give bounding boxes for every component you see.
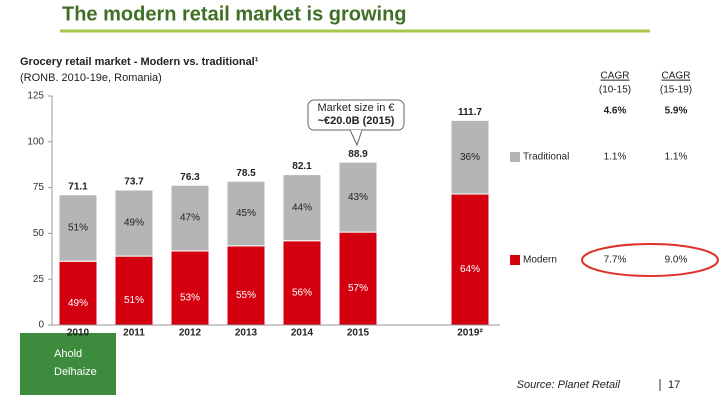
cagr-value: 5.9% [665,106,688,117]
y-tick-label: 125 [27,91,44,102]
segment-label: 51% [68,223,88,234]
cagr-value: 9.0% [665,255,688,266]
legend-swatch [510,152,520,162]
bar-segment [226,245,266,326]
logo-box [20,333,116,395]
segment-label: 53% [180,293,200,304]
bar-segment [450,119,490,195]
bar-segment [338,231,378,326]
slide-title: The modern retail market is growing [62,3,407,25]
segment-label: 49% [124,218,144,229]
bar-segment [58,194,98,262]
y-tick-label: 0 [38,320,44,331]
legend-swatch [510,255,520,265]
segment-label: 47% [180,213,200,224]
highlight-ellipse [581,243,719,277]
callout-line: ~€20.0B (2015) [318,115,395,127]
subtitle: Grocery retail market - Modern vs. tradi… [20,56,259,68]
segment-label: 56% [292,288,312,299]
cagr-value: 4.6% [604,106,627,117]
source: Source: Planet Retail [517,379,621,391]
x-tick-label: 2010 [67,328,90,339]
segment-label: 49% [68,298,88,309]
total-label: 71.1 [68,181,88,192]
y-tick-label: 75 [33,182,45,193]
cagr-header: (15-19) [660,85,692,96]
bar-segment [282,174,322,242]
bar-segment [226,180,266,247]
segment-label: 57% [348,283,368,294]
cagr-value: 1.1% [604,152,627,163]
legend-label: Traditional [523,152,569,163]
x-tick-label: 2019² [457,328,483,339]
y-tick-label: 50 [33,228,45,239]
bar-segment [170,184,210,252]
segment-label: 64% [460,264,480,275]
segment-label: 43% [348,192,368,203]
x-tick-label: 2015 [347,328,370,339]
page-number: 17 [668,379,680,391]
segment-label: 51% [124,295,144,306]
cagr-header: (10-15) [599,85,631,96]
y-tick-label: 100 [27,136,44,147]
bar-segment [58,260,98,326]
bar-segment [114,255,154,326]
total-label: 88.9 [348,149,368,160]
legend-label: Modern [523,255,557,266]
callout-line: Market size in € [317,102,394,114]
total-label: 78.5 [236,168,256,179]
cagr-header: CAGR [601,71,630,82]
total-label: 76.3 [180,172,200,183]
logo-text: Delhaize [54,366,97,378]
logo-text: Ahold [54,348,82,360]
bar-segment [282,240,322,326]
x-tick-label: 2014 [291,328,314,339]
segment-label: 44% [292,202,312,213]
bar-segment [338,161,378,233]
y-tick-label: 25 [33,274,45,285]
cagr-value: 1.1% [665,152,688,163]
x-tick-label: 2013 [235,328,258,339]
segment-label: 55% [236,290,256,301]
segment-label: 36% [460,152,480,163]
x-tick-label: 2011 [123,328,145,339]
cagr-value: 7.7% [604,255,627,266]
bar-segment [114,189,154,257]
callout-pointer [349,129,363,147]
total-label: 111.7 [458,107,482,118]
segment-label: 45% [236,208,256,219]
bar-segment [170,250,210,326]
total-label: 82.1 [292,161,312,172]
x-tick-label: 2012 [179,328,202,339]
subtitle-2: (RONB. 2010-19e, Romania) [20,72,162,84]
bar-segment [450,193,490,326]
total-label: 73.7 [124,177,144,188]
cagr-header: CAGR [662,71,691,82]
